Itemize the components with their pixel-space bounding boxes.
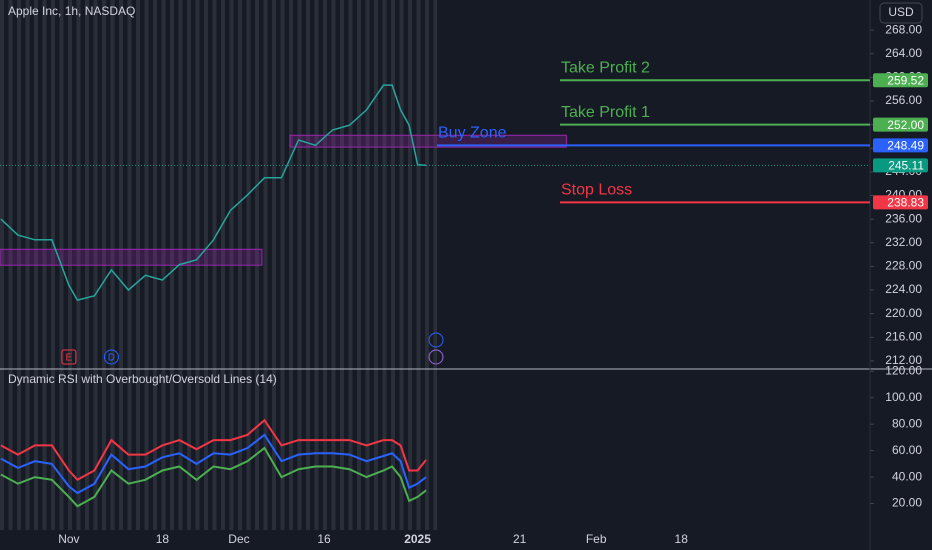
- x-tick-label: 18: [675, 532, 689, 546]
- y-tick-label: 212.00: [885, 353, 922, 367]
- level-name: Take Profit 1: [561, 104, 650, 121]
- series-line: [0, 433, 427, 495]
- event-marker: [103, 349, 119, 365]
- zone: [289, 134, 567, 148]
- x-tick-label: 2025: [404, 532, 431, 546]
- level-price: 252.00: [887, 118, 924, 132]
- y-tick-label: 216.00: [885, 329, 922, 343]
- y-tick-label: 60.00: [892, 443, 922, 457]
- y-tick-label: 40.00: [892, 469, 922, 483]
- level-name: Stop Loss: [561, 182, 632, 199]
- last-price-box: [873, 158, 928, 173]
- last-price: 245.11: [888, 159, 924, 173]
- y-tick-label: 20.00: [892, 496, 922, 510]
- icon[interactable]: [428, 332, 444, 348]
- chart-title: Apple Inc, 1h, NASDAQ: [8, 4, 135, 18]
- currency[interactable]: USD: [888, 5, 914, 19]
- level-price-box: [873, 195, 928, 210]
- x-tick-label: 16: [317, 532, 331, 546]
- zone: [0, 248, 263, 266]
- currency-button[interactable]: [879, 2, 923, 24]
- series-line: [0, 84, 427, 301]
- level-price-box: [873, 73, 928, 88]
- y-tick-label: 220.00: [885, 306, 922, 320]
- y-tick-label: 100.00: [885, 390, 922, 404]
- level-name: Take Profit 2: [561, 59, 650, 76]
- y-tick-label: 120.00: [885, 363, 922, 377]
- level-price: 238.83: [887, 196, 924, 210]
- event-marker: [61, 349, 77, 365]
- series-line: [0, 446, 427, 508]
- x-tick-label: Nov: [58, 532, 79, 546]
- indicator-title: Dynamic RSI with Overbought/Oversold Lin…: [8, 372, 277, 386]
- level-price-box: [873, 117, 928, 132]
- y-tick-label: 236.00: [885, 211, 922, 225]
- level-name: Buy Zone: [438, 125, 507, 142]
- level-price: 259.52: [887, 73, 924, 87]
- series-line: [0, 418, 427, 482]
- x-tick-label: Feb: [586, 532, 607, 546]
- x-tick-label: Dec: [228, 532, 249, 546]
- y-tick-label: 224.00: [885, 282, 922, 296]
- icon[interactable]: [428, 349, 444, 365]
- y-tick-label: 264.00: [885, 46, 922, 60]
- y-tick-label: 256.00: [885, 93, 922, 107]
- y-tick-label: 80.00: [892, 416, 922, 430]
- event-label: E: [66, 353, 73, 364]
- y-tick-label: 232.00: [885, 235, 922, 249]
- event-label: D: [108, 353, 115, 364]
- level-price-box: [873, 138, 928, 153]
- y-tick-label: 228.00: [885, 259, 922, 273]
- y-tick-label: 268.00: [885, 22, 922, 36]
- x-tick-label: 21: [513, 532, 527, 546]
- x-tick-label: 18: [156, 532, 170, 546]
- level-price: 248.49: [887, 139, 924, 153]
